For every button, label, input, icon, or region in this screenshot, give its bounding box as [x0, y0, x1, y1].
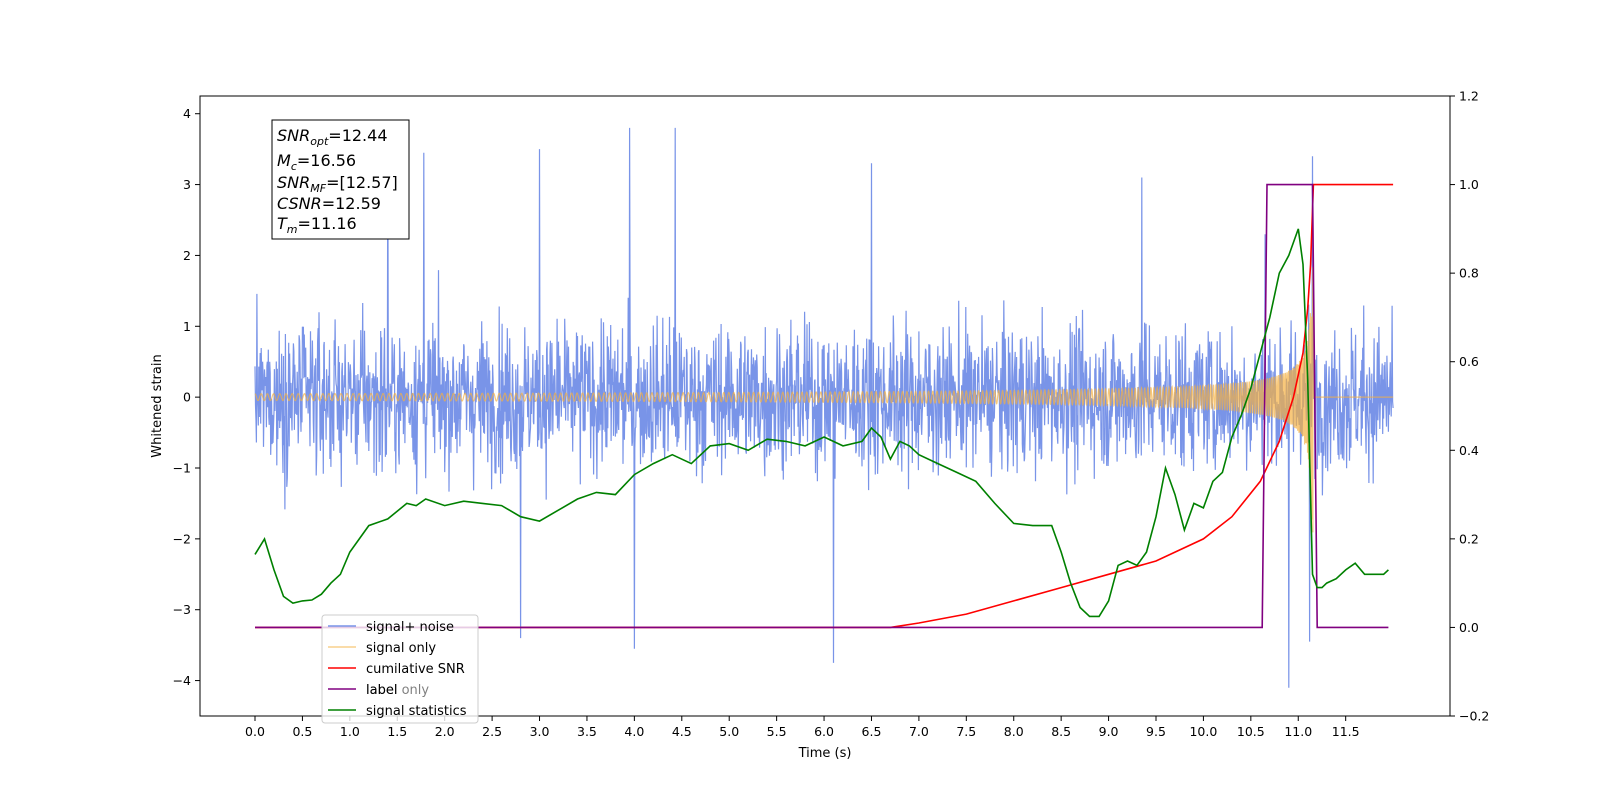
x-tick-label: 8.0	[1004, 724, 1024, 739]
legend-hidden-label: label only	[366, 683, 429, 698]
right-y-axis-ticks: 1.2 1.0 0.8 0.6 0.4 0.2 0.0 −0.2	[1450, 89, 1489, 724]
x-tick-label: 10.5	[1237, 724, 1265, 739]
x-tick-label: 2.0	[435, 724, 455, 739]
x-tick-label: 3.5	[577, 724, 597, 739]
x-tick-label: 3.0	[530, 724, 550, 739]
x-tick-label: 10.0	[1189, 724, 1217, 739]
y-left-tick-label: −1	[173, 461, 191, 476]
legend-label: signal statistics	[366, 704, 467, 719]
x-axis-ticks: 0.0 0.5 1.0 1.5 2.0 2.5 3.0 3.5 4.0 4.5 5.0 5.5 6.0 6…	[245, 716, 1360, 739]
info-box: SNRopt=12.44 Mc=16.56 SNRMF=[12.57] CSNR…	[271, 119, 410, 240]
y-left-tick-label: 4	[183, 106, 191, 121]
y-left-tick-label: 0	[183, 390, 191, 405]
info-line-snr-mf: SNRMF=[12.57]	[277, 173, 398, 195]
legend-label: cumilative SNR	[366, 662, 465, 677]
x-tick-label: 11.5	[1332, 724, 1360, 739]
info-line-snr-opt: SNRopt=12.44	[277, 126, 388, 148]
axes-frame	[199, 95, 1451, 717]
legend-label: label	[366, 683, 397, 698]
legend-frame	[321, 614, 479, 724]
series-signal-statistics	[254, 228, 1389, 618]
x-axis-label: Time (s)	[798, 746, 852, 761]
x-tick-label: 1.5	[387, 724, 407, 739]
info-line-merger-time: Tm=11.16	[277, 214, 357, 236]
x-tick-label: 7.5	[956, 724, 976, 739]
y-left-tick-label: −4	[173, 673, 191, 688]
legend-items: signal+ noise signal only cumilative SNR la…	[328, 620, 467, 719]
x-tick-label: 4.5	[672, 724, 692, 739]
x-tick-label: 5.5	[767, 724, 787, 739]
y-left-tick-label: 3	[183, 177, 191, 192]
x-tick-label: 9.0	[1099, 724, 1119, 739]
x-tick-label: 8.5	[1051, 724, 1071, 739]
info-line-chirp-mass: Mc=16.56	[277, 151, 356, 173]
y-right-tick-label: −0.2	[1459, 709, 1489, 724]
x-tick-label: 11.0	[1284, 724, 1312, 739]
plot-area	[254, 127, 1394, 688]
x-tick-label: 6.0	[814, 724, 834, 739]
legend: label only signal+ noise signal only cumil…	[321, 614, 479, 724]
series-label	[255, 183, 1389, 629]
x-tick-label: 1.0	[340, 724, 360, 739]
right-axis-series	[254, 183, 1394, 629]
x-tick-label: 0.5	[292, 724, 312, 739]
legend-label: signal+ noise	[366, 620, 454, 635]
y-left-tick-label: 2	[183, 248, 191, 263]
x-tick-label: 6.5	[862, 724, 882, 739]
legend-label: signal only	[366, 641, 436, 656]
y-right-tick-label: 0.6	[1459, 354, 1479, 369]
y-left-tick-label: 1	[183, 319, 191, 334]
series-cumilative-snr	[255, 183, 1394, 629]
y-right-tick-label: 0.0	[1459, 620, 1479, 635]
x-tick-label: 9.5	[1146, 724, 1166, 739]
chirp-line	[254, 267, 1394, 533]
y-axis-label: Whitened strain	[150, 354, 165, 457]
x-tick-label: 7.0	[909, 724, 929, 739]
y-right-tick-label: 1.2	[1459, 89, 1479, 104]
y-left-tick-label: −2	[173, 531, 191, 546]
y-right-tick-label: 0.8	[1459, 266, 1479, 281]
y-right-tick-label: 0.2	[1459, 531, 1479, 546]
x-tick-label: 2.5	[482, 724, 502, 739]
x-tick-label: 4.0	[624, 724, 644, 739]
info-line-csnr: CSNR=12.59	[277, 194, 381, 213]
info-box-frame	[271, 119, 410, 240]
y-left-tick-label: −3	[173, 602, 191, 617]
left-y-axis-ticks: 4 3 2 1 0 −1 −2 −3 −4	[173, 106, 200, 688]
x-tick-label: 0.0	[245, 724, 265, 739]
x-tick-label: 5.0	[719, 724, 739, 739]
y-right-tick-label: 0.4	[1459, 443, 1479, 458]
series-signal-only	[254, 267, 1394, 533]
y-right-tick-label: 1.0	[1459, 177, 1479, 192]
